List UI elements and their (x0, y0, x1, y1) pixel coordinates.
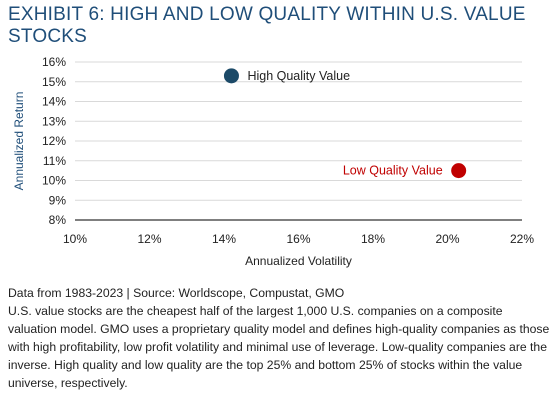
y-tick-label: 12% (42, 134, 66, 148)
x-tick-label: 12% (137, 232, 161, 246)
chart-footer: Data from 1983-2023 | Source: Worldscope… (8, 284, 553, 392)
x-tick-label: 20% (435, 232, 459, 246)
x-axis-label: Annualized Volatility (245, 254, 352, 268)
y-tick-label: 8% (49, 213, 67, 227)
x-tick-labels: 10% 12% 14% 16% 18% 20% 22% (63, 232, 534, 246)
x-tick-label: 18% (361, 232, 385, 246)
y-tick-label: 13% (42, 114, 66, 128)
data-point-label: High Quality Value (247, 69, 350, 83)
x-tick-label: 14% (212, 232, 236, 246)
x-tick-label: 22% (510, 232, 534, 246)
y-tick-label: 14% (42, 95, 66, 109)
y-axis-label: Annualized Return (12, 92, 26, 191)
y-tick-labels: 16% 15% 14% 13% 12% 11% 10% 9% 8% (42, 55, 66, 227)
methodology-note: U.S. value stocks are the cheapest half … (8, 304, 550, 390)
y-tick-label: 15% (42, 75, 66, 89)
y-tick-label: 9% (49, 193, 67, 207)
scatter-chart: 16% 15% 14% 13% 12% 11% 10% 9% 8% 10% 12% 14% 16% 18… (12, 55, 534, 268)
x-tick-label: 16% (286, 232, 310, 246)
y-tick-label: 16% (42, 55, 66, 69)
data-point-label: Low Quality Value (343, 164, 443, 178)
x-tick-label: 10% (63, 232, 87, 246)
exhibit-title: EXHIBIT 6: HIGH AND LOW QUALITY WITHIN U… (8, 4, 526, 47)
data-point (451, 163, 467, 179)
source-line: Data from 1983-2023 | Source: Worldscope… (8, 286, 345, 300)
data-points: High Quality Value Low Quality Value (223, 68, 467, 179)
chart-gridlines (75, 61, 522, 201)
y-tick-label: 10% (42, 174, 66, 188)
data-point (223, 68, 239, 84)
y-tick-label: 11% (43, 154, 66, 168)
chart-container: 16% 15% 14% 13% 12% 11% 10% 9% 8% 10% 12% 14% 16% 18… (0, 50, 555, 275)
